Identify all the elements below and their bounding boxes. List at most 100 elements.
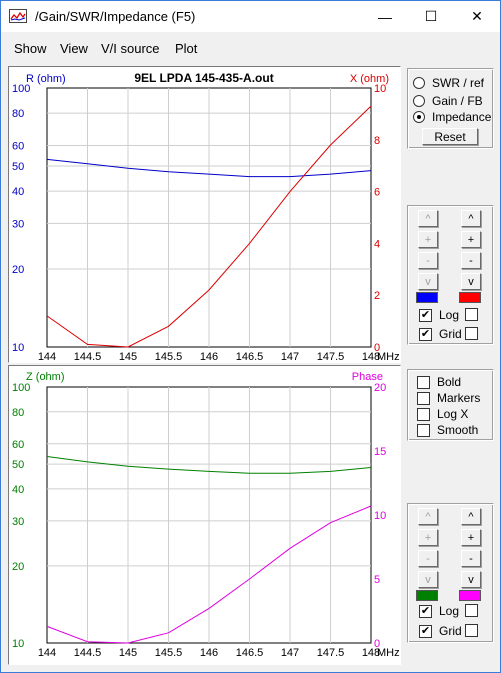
menu-show[interactable]: Show xyxy=(14,41,47,56)
bold-checkbox[interactable]: Bold xyxy=(417,374,461,390)
top-right-scroll-down-button[interactable]: v xyxy=(461,273,481,290)
radio-indicator xyxy=(413,111,425,123)
menu-bar: Show View V/I source Plot xyxy=(1,38,500,60)
check-icon: ✔ xyxy=(419,604,432,618)
top-right-tick-label: 4 xyxy=(374,238,380,250)
top-right-zoom-in-button[interactable]: + xyxy=(461,231,481,248)
bottom-right-log-checkbox[interactable] xyxy=(465,604,478,617)
top-x-tick-label: 144 xyxy=(38,351,56,363)
top-left-scroll-down-button[interactable]: v xyxy=(418,273,438,290)
bottom-left-zoom-out-button[interactable]: - xyxy=(418,550,438,567)
top-x-tick-label: 148 xyxy=(362,351,380,363)
bottom-plot-panel: Z (ohm) Phase 100 80 60 50 40 30 20 10 20 15 10 5 0 1… xyxy=(8,365,401,665)
menu-plot[interactable]: Plot xyxy=(175,41,198,56)
check-icon: ✔ xyxy=(419,327,432,341)
close-button[interactable]: ✕ xyxy=(454,1,500,32)
top-x-tick-label: 147.5 xyxy=(317,351,345,363)
log-label: Log xyxy=(439,308,460,322)
top-left-tick-label: 30 xyxy=(12,218,24,230)
bottom-right-color-swatch[interactable] xyxy=(459,590,481,601)
minus-icon: - xyxy=(469,552,473,565)
radio-impedance[interactable]: Impedance xyxy=(413,109,491,125)
radio-indicator xyxy=(413,77,425,89)
bottom-left-tick-label: 80 xyxy=(12,407,24,419)
reset-button[interactable]: Reset xyxy=(422,128,478,145)
bottom-x-tick-label: 147.5 xyxy=(317,647,345,659)
bottom-grid-checkbox[interactable]: ✔ Grid xyxy=(419,623,462,639)
minimize-icon: — xyxy=(378,8,392,25)
bottom-left-color-swatch[interactable] xyxy=(416,590,438,601)
radio-gain-fb[interactable]: Gain / FB xyxy=(413,93,483,109)
maximize-icon: ☐ xyxy=(424,8,438,24)
bottom-x-tick-label: 147 xyxy=(281,647,299,659)
minimize-button[interactable]: — xyxy=(362,1,408,32)
top-log-checkbox[interactable]: ✔ Log xyxy=(419,307,459,323)
bottom-left-scroll-down-button[interactable]: v xyxy=(418,571,438,588)
bottom-right-tick-label: 20 xyxy=(374,382,386,394)
caret-down-icon: v xyxy=(425,275,431,288)
top-x-unit-label: MHz xyxy=(377,351,400,363)
bottom-right-tick-label: 0 xyxy=(374,638,380,650)
bottom-left-scroll-up-button[interactable]: ^ xyxy=(418,508,438,525)
chart-app-icon xyxy=(9,9,27,23)
bottom-log-checkbox[interactable]: ✔ Log xyxy=(419,603,459,619)
maximize-button[interactable]: ☐ xyxy=(408,1,454,32)
checkbox-indicator xyxy=(417,407,430,421)
smooth-checkbox[interactable]: Smooth xyxy=(417,422,478,438)
top-left-tick-label: 20 xyxy=(12,264,24,276)
top-x-tick-label: 145 xyxy=(119,351,137,363)
top-left-scroll-up-button[interactable]: ^ xyxy=(418,210,438,227)
bottom-right-axis-label: Phase xyxy=(352,371,383,383)
bottom-right-scroll-up-button[interactable]: ^ xyxy=(461,508,481,525)
bottom-right-tick-label: 15 xyxy=(374,446,386,458)
menu-vi-source[interactable]: V/I source xyxy=(101,41,160,56)
bottom-x-tick-label: 146 xyxy=(200,647,218,659)
top-right-axis-label: X (ohm) xyxy=(350,73,389,85)
top-left-tick-label: 40 xyxy=(12,186,24,198)
bottom-left-tick-label: 30 xyxy=(12,516,24,528)
menu-view[interactable]: View xyxy=(60,41,88,56)
bottom-left-tick-label: 50 xyxy=(12,459,24,471)
check-icon: ✔ xyxy=(419,624,432,638)
radio-swr-ref[interactable]: SWR / ref xyxy=(413,75,484,91)
check-icon: ✔ xyxy=(419,308,432,322)
top-right-tick-label: 8 xyxy=(374,135,380,147)
grid-label: Grid xyxy=(439,327,462,341)
bottom-left-zoom-in-button[interactable]: + xyxy=(418,529,438,546)
bottom-scale-group: ^ + - v ^ + - v ✔ Log ✔ Grid xyxy=(407,503,494,643)
minus-icon: - xyxy=(426,254,430,267)
bottom-right-scroll-down-button[interactable]: v xyxy=(461,571,481,588)
radio-indicator xyxy=(413,95,425,107)
caret-down-icon: v xyxy=(468,275,474,288)
top-left-tick-label: 60 xyxy=(12,140,24,152)
top-right-scroll-up-button[interactable]: ^ xyxy=(461,210,481,227)
caret-up-icon: ^ xyxy=(425,510,431,523)
top-right-log-checkbox[interactable] xyxy=(465,308,478,321)
title-bar[interactable]: /Gain/SWR/Impedance (F5) — ☐ ✕ xyxy=(1,1,500,32)
plus-icon: + xyxy=(467,531,475,544)
markers-checkbox[interactable]: Markers xyxy=(417,390,480,406)
close-icon: ✕ xyxy=(471,8,483,24)
top-right-tick-label: 0 xyxy=(374,342,380,354)
top-right-color-swatch[interactable] xyxy=(459,292,481,303)
grid-label: Grid xyxy=(439,624,462,638)
log-x-checkbox[interactable]: Log X xyxy=(417,406,468,422)
top-right-tick-label: 2 xyxy=(374,290,380,302)
top-grid-checkbox[interactable]: ✔ Grid xyxy=(419,326,462,342)
top-right-series-line xyxy=(46,105,372,348)
top-scale-group: ^ + - v ^ + - v ✔ Log ✔ Grid xyxy=(407,205,494,345)
top-left-color-swatch[interactable] xyxy=(416,292,438,303)
smooth-label: Smooth xyxy=(437,423,479,437)
top-right-grid-checkbox[interactable] xyxy=(465,327,478,340)
top-x-tick-label: 147 xyxy=(281,351,299,363)
top-x-tick-label: 146.5 xyxy=(236,351,264,363)
top-left-zoom-out-button[interactable]: - xyxy=(418,252,438,269)
bold-label: Bold xyxy=(437,375,462,389)
bottom-right-grid-checkbox[interactable] xyxy=(465,624,478,637)
top-left-zoom-in-button[interactable]: + xyxy=(418,231,438,248)
top-right-tick-label: 10 xyxy=(374,83,386,95)
top-right-zoom-out-button[interactable]: - xyxy=(461,252,481,269)
bottom-right-zoom-out-button[interactable]: - xyxy=(461,550,481,567)
bottom-right-zoom-in-button[interactable]: + xyxy=(461,529,481,546)
bottom-right-series-line xyxy=(46,505,372,644)
